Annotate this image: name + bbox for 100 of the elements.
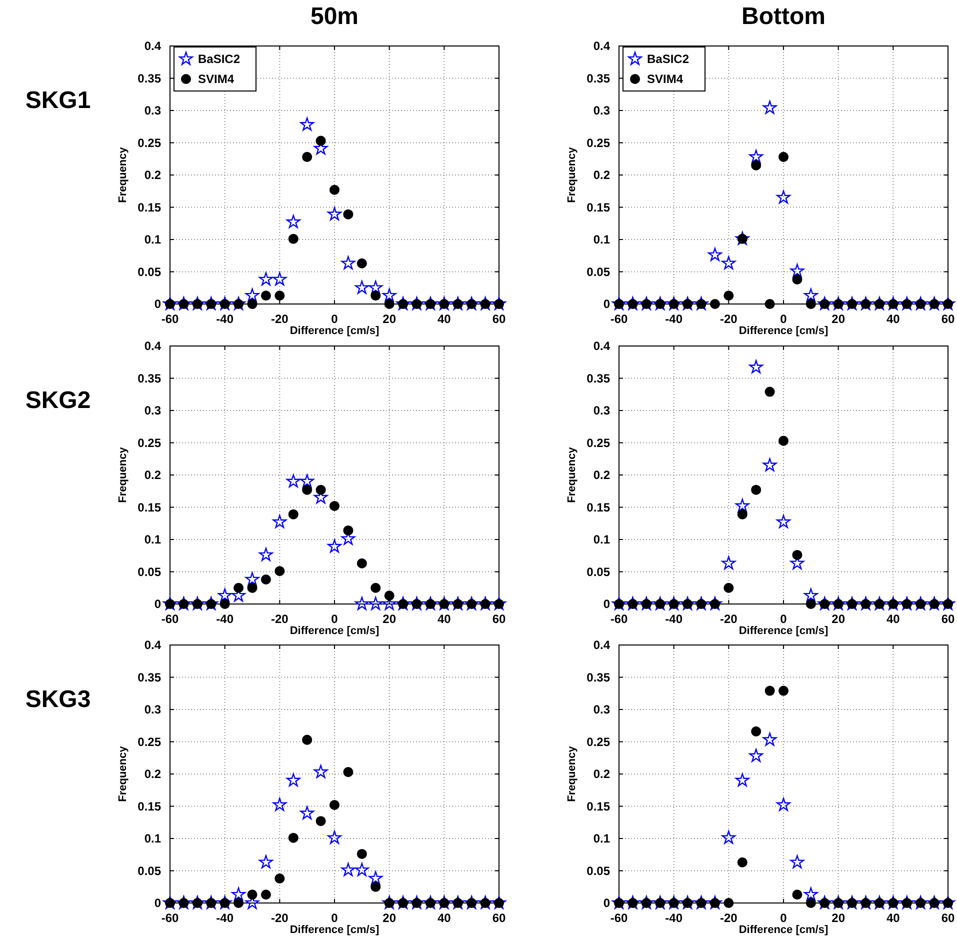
x-tick-label: 0 [780,911,788,925]
y-tick-label: 0.2 [593,468,610,482]
y-tick-label: 0.35 [138,371,162,386]
point [234,582,244,593]
x-tick-label: -40 [216,911,234,925]
x-tick-label: 60 [941,312,955,326]
x-tick-label: -60 [161,312,179,326]
x-tick-label: 0 [331,911,338,925]
point [329,500,340,511]
y-tick-label: 0.2 [144,168,162,182]
y-axis-title: Frequency [117,146,129,203]
point [343,767,354,778]
point [751,484,762,495]
point [804,887,818,901]
x-tick-label: -60 [610,911,628,925]
x-tick-label: -40 [665,911,683,925]
point [302,734,312,745]
point [247,582,258,593]
y-tick-label: 0 [154,297,162,312]
x-tick-label: -20 [270,911,289,925]
x-tick-label: 20 [832,911,846,925]
x-axis-title: Difference [cm/s] [738,325,828,337]
point [792,550,802,560]
point [354,862,369,876]
point [272,798,287,811]
point [737,509,748,520]
point [288,234,298,244]
y-tick-label: 0.25 [138,436,162,450]
point [751,160,762,170]
chart-title: 50m [310,3,359,30]
point [329,184,340,195]
y-tick-label: 0.2 [593,168,610,182]
point [762,100,777,114]
legend-label: BaSIC2 [198,52,240,66]
x-axis-title: Difference [cm/s] [290,325,380,337]
y-tick-label: 0.4 [144,638,162,652]
y-axis-title: Frequency [566,146,578,203]
legend-label: SVIM4 [647,72,684,86]
x-tick-label: -40 [665,612,683,626]
y-axis-title: Frequency [566,446,578,503]
y-tick-label: 0.05 [586,564,610,579]
point [259,855,273,868]
x-tick-label: 20 [832,312,846,326]
point [806,898,816,908]
point [354,280,369,294]
point [776,190,790,204]
point [328,830,342,844]
y-tick-label: 0.15 [138,500,162,514]
y-tick-label: 0.35 [138,670,162,684]
x-axis-title: Difference [cm/s] [290,924,380,936]
point [778,152,789,162]
x-tick-label: 60 [492,312,506,326]
y-tick-label: 0.25 [586,734,610,749]
point [384,590,394,601]
y-tick-label: 0.35 [586,371,610,386]
point [245,288,260,302]
point [749,360,764,374]
x-tick-label: -60 [161,612,179,626]
point [735,773,750,786]
point [790,264,804,278]
point [274,290,285,301]
x-tick-label: -20 [720,612,738,626]
point [749,748,764,762]
x-tick-label: 0 [331,612,338,626]
point [272,514,287,528]
y-tick-label: 0 [603,597,610,612]
y-tick-label: 0.3 [593,104,610,118]
y-tick-label: 0.1 [593,832,610,846]
x-tick-label: 60 [492,612,506,626]
x-tick-label: 20 [832,612,846,626]
x-tick-label: -40 [216,612,234,626]
y-axis-title: Frequency [117,446,129,503]
point [762,732,777,746]
x-tick-label: 60 [941,612,955,626]
x-tick-label: 40 [437,612,452,626]
y-tick-label: 0.3 [144,104,162,118]
y-tick-label: 0.3 [144,702,162,717]
point [288,509,298,520]
y-tick-label: 0.3 [144,404,162,418]
point [764,386,775,397]
y-tick-label: 0.15 [586,799,610,814]
y-tick-label: 0.1 [593,232,610,247]
point [314,764,328,778]
point [790,855,804,868]
y-tick-label: 0.35 [586,71,610,86]
x-axis-title: Difference [cm/s] [738,924,828,936]
y-tick-label: 0 [603,896,610,910]
point [274,873,285,884]
point [354,596,369,610]
x-tick-label: 60 [492,911,506,925]
y-tick-label: 0.1 [593,532,610,547]
y-tick-label: 0.05 [138,264,162,279]
point [724,290,734,301]
point [356,258,367,268]
point [300,117,314,131]
point [792,890,802,900]
y-tick-label: 0 [154,896,162,910]
x-tick-label: 20 [382,911,396,925]
y-tick-label: 0.25 [138,734,162,749]
point [274,566,285,576]
